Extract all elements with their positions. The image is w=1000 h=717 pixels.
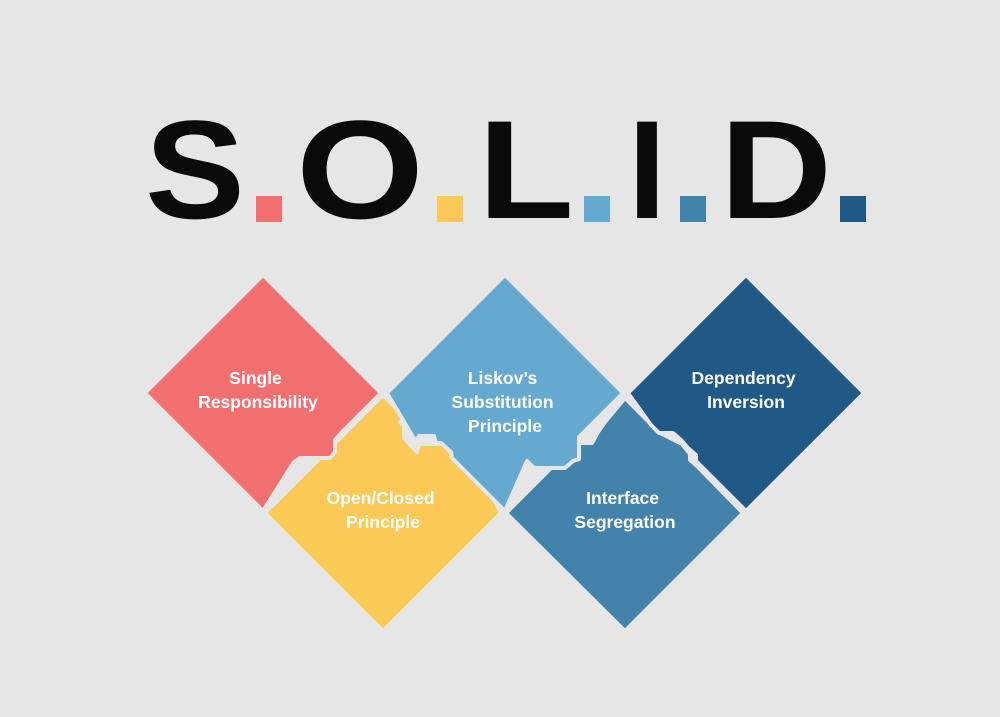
- label-ocp-line-1: Open/Closed: [327, 488, 435, 508]
- title-dot-2: [437, 196, 463, 222]
- label-ocp-line-2: Principle: [346, 512, 420, 532]
- label-interface-segregation: Interface Segregation: [574, 488, 675, 532]
- label-srp-line-2: Responsibility: [198, 392, 318, 412]
- label-dip-line-1: Dependency: [692, 368, 796, 388]
- title-dot-5: [840, 196, 866, 222]
- label-lsp-line-2: Substitution: [452, 392, 554, 412]
- title-letter-l: L: [478, 91, 574, 248]
- label-isp-line-2: Segregation: [574, 512, 675, 532]
- label-open-closed: Open/Closed Principle: [327, 488, 440, 532]
- label-lsp-line-1: Liskov’s: [468, 368, 538, 388]
- title-dot-3: [584, 196, 610, 222]
- solid-title: S O L I D: [145, 91, 866, 248]
- title-dot-4: [680, 196, 706, 222]
- title-letter-s: S: [145, 91, 245, 248]
- title-letter-d: D: [720, 91, 832, 248]
- label-liskov-substitution: Liskov’s Substitution Principle: [452, 368, 559, 436]
- label-lsp-line-3: Principle: [468, 416, 542, 436]
- label-srp-line-1: Single: [229, 368, 282, 388]
- tile-single-responsibility: [143, 273, 383, 513]
- tile-liskov-substitution: [385, 273, 625, 513]
- principles-puzzle: Single Responsibility Open/Closed Princi…: [143, 273, 866, 633]
- title-letter-i: I: [628, 91, 666, 248]
- label-isp-line-1: Interface: [586, 488, 659, 508]
- title-letter-o: O: [296, 91, 424, 248]
- title-dot-1: [256, 196, 282, 222]
- label-single-responsibility: Single Responsibility: [198, 368, 318, 412]
- label-dependency-inversion: Dependency Inversion: [692, 368, 801, 412]
- tile-dependency-inversion: [626, 273, 866, 513]
- label-dip-line-2: Inversion: [707, 392, 785, 412]
